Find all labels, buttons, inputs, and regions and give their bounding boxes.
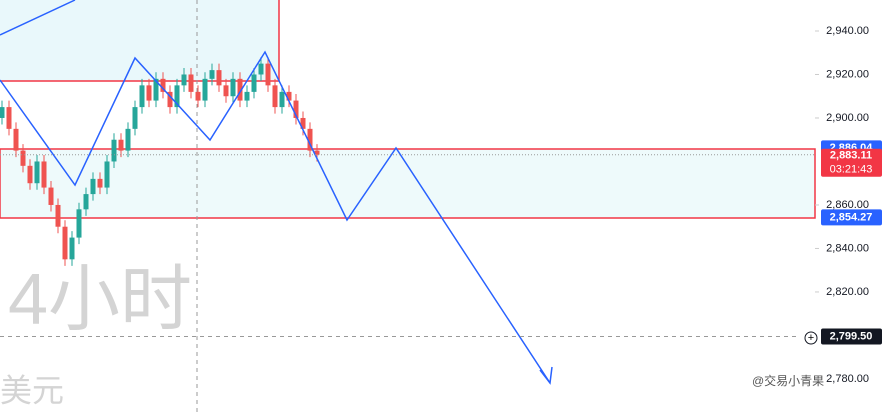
y-tick-label: 2,900.00 — [826, 112, 869, 124]
countdown: 03:21:43 — [830, 164, 873, 176]
candle-body — [41, 161, 47, 188]
candle-body — [286, 91, 292, 101]
candle-body — [181, 74, 187, 86]
candle-body — [132, 107, 138, 129]
y-tick-label: 2,840.00 — [826, 242, 869, 254]
credit: @交易小青果 — [752, 373, 824, 388]
candle-body — [34, 161, 40, 184]
candle-body — [83, 194, 89, 210]
watermark-currency: 美元 — [0, 372, 64, 408]
price-label-bg — [821, 148, 882, 177]
price-label: 2,883.11 — [830, 150, 872, 162]
candle-body — [48, 187, 54, 205]
candle-body — [307, 128, 313, 151]
candle-body — [209, 70, 215, 79]
candle-body — [139, 85, 145, 108]
candle-body — [160, 78, 166, 92]
candle-body — [300, 117, 306, 129]
add-button[interactable] — [804, 331, 818, 345]
candle-body — [90, 178, 96, 195]
candle-body — [111, 139, 117, 162]
candle-body — [27, 165, 33, 184]
y-tick-label: 2,820.00 — [826, 286, 869, 298]
candle-body — [118, 139, 124, 151]
candle-body — [62, 226, 68, 260]
candle-body — [258, 63, 264, 75]
price-label: 2,854.27 — [830, 211, 873, 223]
candle-body — [153, 78, 159, 101]
candle-body — [97, 178, 103, 188]
zone-top — [0, 0, 279, 81]
candle-body — [167, 91, 173, 108]
candle-body — [244, 91, 250, 101]
candle-body — [251, 74, 257, 92]
candle-body — [188, 74, 194, 92]
arrow-head — [539, 366, 553, 385]
add-icon[interactable]: + — [808, 332, 814, 344]
price-label: 2,799.50 — [830, 330, 873, 342]
price-label-bg — [821, 328, 882, 345]
candle-body — [104, 161, 110, 188]
y-tick-label: 2,780.00 — [826, 373, 869, 385]
price-label-bg — [821, 209, 882, 226]
candle-body — [174, 85, 180, 108]
candle-body — [272, 85, 278, 108]
candle-body — [237, 78, 243, 101]
y-tick-label: 2,940.00 — [826, 25, 869, 37]
candle-body — [125, 128, 131, 151]
candle-body — [314, 150, 320, 155]
candle-body — [265, 63, 271, 86]
candle-body — [55, 204, 61, 227]
y-tick-label: 2,860.00 — [826, 199, 869, 211]
candle-body — [6, 107, 12, 129]
candle-body — [0, 107, 5, 118]
y-tick-label: 2,920.00 — [826, 68, 869, 80]
candle-body — [223, 85, 229, 97]
zone-bottom — [0, 148, 816, 219]
candle-body — [216, 70, 222, 86]
candle-body — [76, 209, 82, 238]
candle-body — [279, 91, 285, 108]
candle-body — [13, 128, 19, 151]
candle-body — [69, 237, 75, 260]
candle-body — [293, 100, 299, 118]
candle-body — [20, 150, 26, 166]
watermark: 4小时 — [8, 260, 192, 340]
candle-body — [202, 78, 208, 101]
trend-line — [0, 0, 76, 36]
candle-body — [230, 78, 236, 97]
candle-body — [195, 91, 201, 101]
candle-body — [146, 85, 152, 101]
projection-line — [0, 50, 551, 384]
